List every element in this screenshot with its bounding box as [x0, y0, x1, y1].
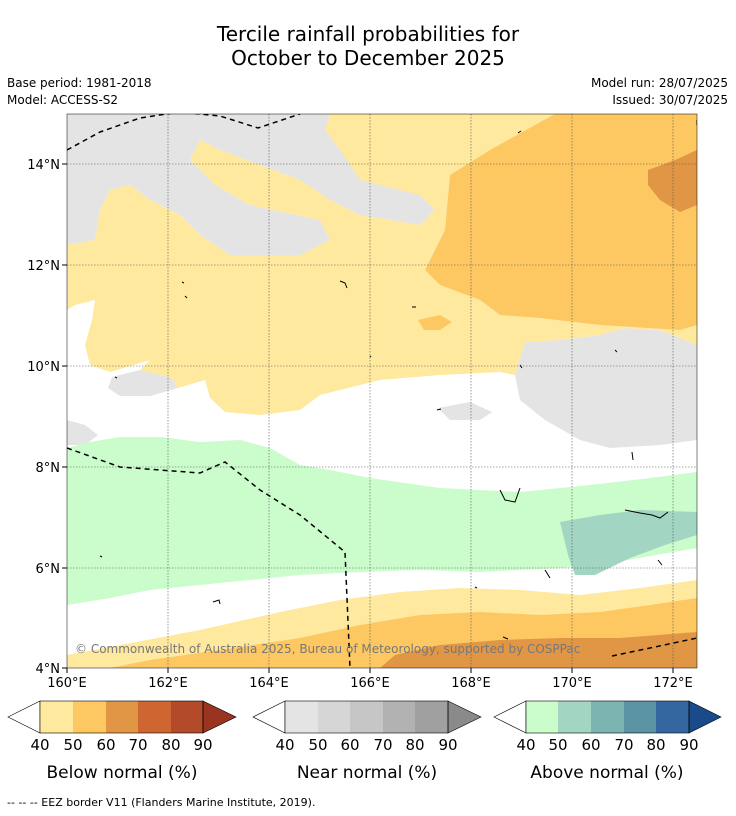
legend-below-title: Below normal (%)	[47, 763, 198, 783]
base-period-label: Base period: 1981-2018	[7, 76, 152, 90]
legend-below-tick-40: 40	[30, 736, 49, 754]
below-normal-50-region-north	[95, 114, 697, 415]
map-frame	[66, 113, 698, 669]
below-normal-50-region-west	[67, 240, 205, 372]
legend-below-swatch-2	[106, 701, 138, 733]
legend-below-tick-90: 90	[193, 736, 212, 754]
lon-label-170: 170°E	[552, 676, 592, 691]
legend-above-tick-60: 60	[581, 736, 600, 754]
lon-label-166: 166°E	[350, 676, 390, 691]
legend-above-swatch-4	[656, 701, 689, 733]
legend-above-swatch-0	[526, 701, 558, 733]
legend-near-swatch-1	[318, 701, 350, 733]
legend-near-tick-60: 60	[340, 736, 359, 754]
lon-label-160: 160°E	[47, 676, 87, 691]
legend-below-swatch-3	[138, 701, 171, 733]
issued-label: Issued: 30/07/2025	[612, 93, 728, 107]
legend-near-title: Near normal (%)	[297, 763, 437, 783]
legend-above-normal: 40 50 60 70 80 90	[493, 700, 722, 754]
meta-right: Model run: 28/07/2025 Issued: 30/07/2025	[591, 75, 728, 109]
legend-near-swatch-2	[350, 701, 383, 733]
below-normal-60-region-north	[425, 114, 697, 330]
legend-near-tick-50: 50	[308, 736, 327, 754]
legend-above-max-arrow	[688, 700, 722, 734]
near-normal-region-east	[515, 328, 697, 448]
legend-above-swatch-3	[624, 701, 656, 733]
legend-near-swatch-3	[383, 701, 415, 733]
legend-below-tick-70: 70	[128, 736, 147, 754]
above-normal-60-region	[560, 510, 697, 575]
tick-marks	[62, 163, 674, 673]
near-normal-region-small	[108, 370, 178, 396]
above-normal-50-region	[67, 437, 697, 605]
lat-label-14: 14°N	[27, 158, 60, 173]
below-normal-70-region-north	[648, 150, 697, 212]
near-normal-region-mid	[438, 402, 492, 420]
lat-label-8: 8°N	[36, 461, 61, 476]
title-line-2: October to December 2025	[231, 46, 505, 70]
title-line-1: Tercile rainfall probabilities for	[216, 22, 520, 46]
legend-near-tick-70: 70	[373, 736, 392, 754]
legend-above-tick-40: 40	[516, 736, 535, 754]
legend-above-swatch-2	[591, 701, 624, 733]
legend-below-tick-50: 50	[63, 736, 82, 754]
legend-near-tick-40: 40	[275, 736, 294, 754]
meta-left: Base period: 1981-2018 Model: ACCESS-S2	[7, 75, 152, 109]
legend-near-tick-90: 90	[438, 736, 457, 754]
legend-near-swatch-0	[285, 701, 318, 733]
legend-below-tick-60: 60	[96, 736, 115, 754]
legend-near-max-arrow	[447, 700, 482, 734]
legend-above-swatch-1	[558, 701, 591, 733]
eez-border	[67, 114, 697, 668]
lon-label-164: 164°E	[249, 676, 289, 691]
legend-near-swatch-4	[415, 701, 448, 733]
legend-below-min-arrow	[7, 700, 41, 734]
chart-title: Tercile rainfall probabilities for Octob…	[0, 22, 736, 70]
lon-label-172: 172°E	[653, 676, 693, 691]
legend-above-title: Above normal (%)	[530, 763, 683, 783]
copyright-text: © Commonwealth of Australia 2025, Bureau…	[75, 642, 580, 656]
model-label: Model: ACCESS-S2	[7, 93, 119, 107]
legend-below-normal: 40 50 60 70 80 90	[7, 700, 237, 754]
lon-label-162: 162°E	[148, 676, 188, 691]
near-normal-region-sw	[67, 420, 98, 445]
legend-above-min-arrow	[493, 700, 527, 734]
legend-near-tick-80: 80	[405, 736, 424, 754]
lat-label-4: 4°N	[36, 662, 61, 677]
lat-label-10: 10°N	[27, 360, 60, 375]
legend-above-tick-80: 80	[646, 736, 665, 754]
legend-near-normal: 40 50 60 70 80 90	[252, 700, 482, 754]
eez-footnote: -- -- -- EEZ border V11 (Flanders Marine…	[7, 796, 316, 809]
lat-label-12: 12°N	[27, 259, 60, 274]
lat-label-6: 6°N	[36, 562, 61, 577]
legend-above-tick-90: 90	[679, 736, 698, 754]
island-outlines	[99, 120, 697, 640]
below-normal-70-region-south	[380, 632, 697, 668]
legend-above-tick-50: 50	[548, 736, 567, 754]
legend-below-tick-80: 80	[161, 736, 180, 754]
model-run-label: Model run: 28/07/2025	[590, 76, 728, 90]
gridlines	[67, 114, 697, 668]
legend-near-min-arrow	[252, 700, 286, 734]
legend-above-tick-70: 70	[614, 736, 633, 754]
legend-below-swatch-4	[171, 701, 203, 733]
lon-label-168: 168°E	[451, 676, 491, 691]
legend-below-max-arrow	[202, 700, 237, 734]
legend-below-swatch-1	[73, 701, 106, 733]
legend-below-swatch-0	[40, 701, 73, 733]
below-normal-60-region-small	[418, 315, 452, 330]
